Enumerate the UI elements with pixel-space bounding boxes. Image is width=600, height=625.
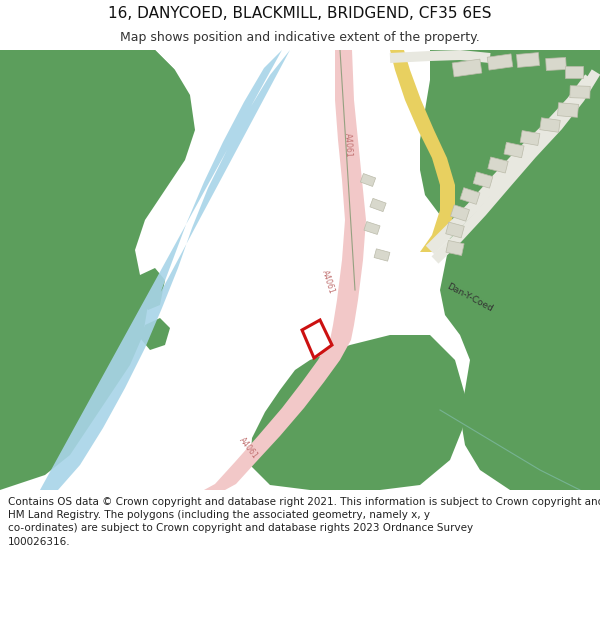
Polygon shape xyxy=(330,50,366,340)
Bar xyxy=(504,142,524,158)
Bar xyxy=(446,222,464,238)
Polygon shape xyxy=(140,318,170,350)
Polygon shape xyxy=(390,50,490,63)
Bar xyxy=(460,188,480,204)
Bar xyxy=(361,174,376,186)
Bar xyxy=(545,58,566,71)
Bar xyxy=(565,66,583,78)
Polygon shape xyxy=(0,50,175,70)
Polygon shape xyxy=(138,268,165,310)
Text: Map shows position and indicative extent of the property.: Map shows position and indicative extent… xyxy=(120,31,480,44)
Bar xyxy=(451,205,469,221)
Bar xyxy=(364,221,380,234)
Bar xyxy=(540,118,560,132)
Text: A4061: A4061 xyxy=(237,436,259,461)
Bar xyxy=(570,86,590,98)
Bar xyxy=(370,198,386,212)
Bar xyxy=(446,241,464,256)
Polygon shape xyxy=(195,340,351,490)
Polygon shape xyxy=(40,50,290,490)
Bar xyxy=(488,157,508,173)
Bar xyxy=(374,249,390,261)
Text: 16, DANYCOED, BLACKMILL, BRIDGEND, CF35 6ES: 16, DANYCOED, BLACKMILL, BRIDGEND, CF35 … xyxy=(108,6,492,21)
Bar xyxy=(487,54,513,70)
Bar xyxy=(517,52,539,68)
Text: Dan-Y-Coed: Dan-Y-Coed xyxy=(445,282,494,314)
Polygon shape xyxy=(250,335,465,490)
Bar xyxy=(557,102,578,118)
Text: Contains OS data © Crown copyright and database right 2021. This information is : Contains OS data © Crown copyright and d… xyxy=(8,497,600,547)
Bar xyxy=(452,59,482,77)
Polygon shape xyxy=(431,69,600,264)
Polygon shape xyxy=(426,74,595,254)
Polygon shape xyxy=(302,320,332,358)
Bar xyxy=(520,131,540,146)
Text: A4061: A4061 xyxy=(343,132,353,158)
Polygon shape xyxy=(420,50,600,490)
Polygon shape xyxy=(390,50,455,252)
Text: A4061: A4061 xyxy=(320,269,336,295)
Polygon shape xyxy=(0,50,195,490)
Bar xyxy=(473,172,493,188)
